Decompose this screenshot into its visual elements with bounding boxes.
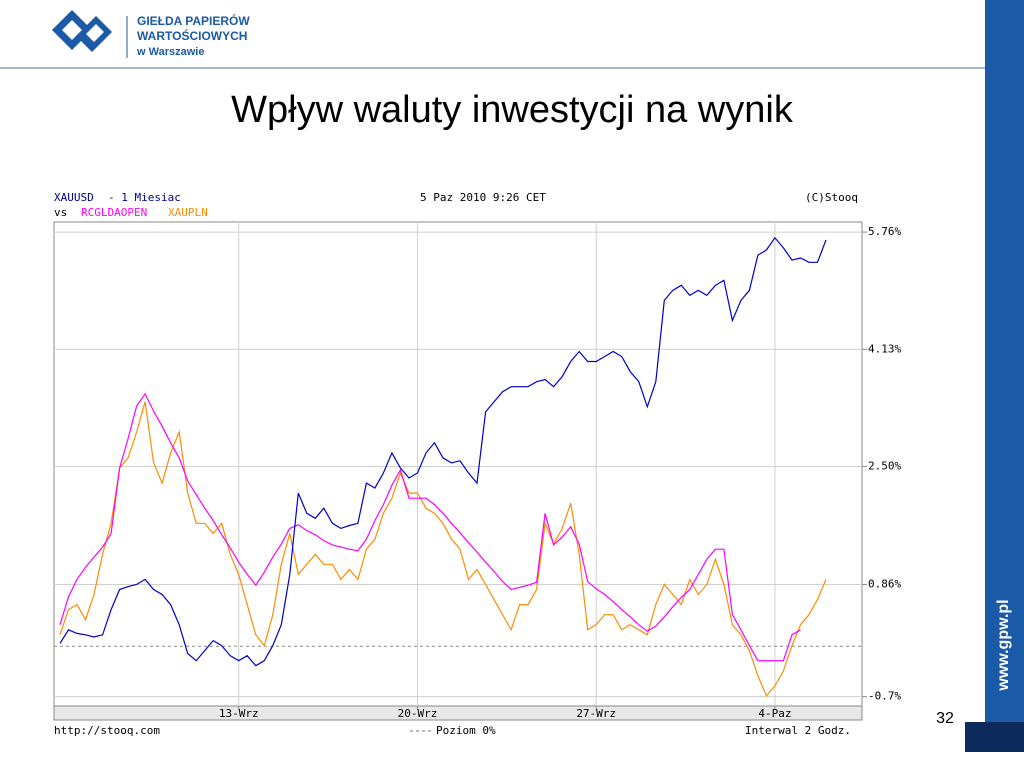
slide-title: Wpływ waluty inwestycji na wynik xyxy=(231,89,794,131)
plot-area xyxy=(53,221,863,707)
footer-url: http://stooq.com xyxy=(54,724,160,737)
logo-text: GIEŁDA PAPIERÓW xyxy=(137,13,250,28)
copyright: (C)Stooq xyxy=(805,191,858,204)
y-tick-label: -0.7% xyxy=(868,690,901,703)
series-name: XAUUSD xyxy=(54,191,94,204)
y-tick-label: 4.13% xyxy=(868,342,901,355)
y-tick-label: 5.76% xyxy=(868,225,901,238)
series-line xyxy=(59,236,827,667)
vs-label: vs xyxy=(54,206,67,219)
legend-entry: XAUPLN xyxy=(168,206,208,219)
page-number: 32 xyxy=(936,710,954,727)
footer-interval: Interwal 2 Godz. xyxy=(745,724,851,737)
reference-legend: Poziom 0% xyxy=(436,724,496,737)
side-bar xyxy=(985,0,1024,722)
corner-block xyxy=(965,722,1024,752)
logo-text: w Warszawie xyxy=(136,46,204,58)
chart-subtitle: - 1 Miesiac xyxy=(108,191,181,204)
series-line xyxy=(59,392,801,662)
x-tick-label: 4-Paz xyxy=(758,707,791,720)
series-line xyxy=(59,401,827,698)
logo-text: WARTOŚCIOWYCH xyxy=(137,28,247,43)
y-tick-label: 0.86% xyxy=(868,577,901,590)
side-text: www.gpw.pl xyxy=(995,599,1012,691)
x-tick-label: 27-Wrz xyxy=(576,707,616,720)
x-tick-label: 13-Wrz xyxy=(219,707,259,720)
timestamp: 5 Paz 2010 9:26 CET xyxy=(420,191,546,204)
logo-mark xyxy=(52,10,112,52)
x-tick-label: 20-Wrz xyxy=(398,707,438,720)
legend-entry: RCGLDAOPEN xyxy=(81,206,147,219)
x-axis-band xyxy=(53,705,863,721)
y-tick-label: 2.50% xyxy=(868,460,901,473)
